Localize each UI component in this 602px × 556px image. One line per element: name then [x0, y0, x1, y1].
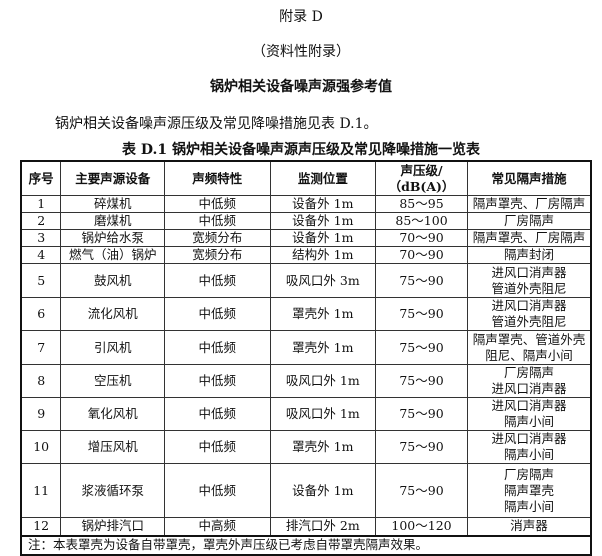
cell-measures: 进风口消声器 管道外壳阻尼	[466, 297, 592, 331]
cell-seq: 11	[20, 463, 62, 518]
appendix-heading: 附录 D	[279, 9, 323, 25]
table-header-row: 序号 主要声源设备 声频特性 监测位置 声压级/ （dB(A)） 常见隔声措施	[20, 160, 592, 196]
cell-position: 吸风口外 3m	[269, 263, 377, 298]
table-row: 1 碎煤机 中低频 设备外 1m 85～95 隔声罩壳、厂房隔声	[20, 195, 592, 213]
cell-spl: 75～90	[375, 397, 468, 431]
intro-paragraph: 锅炉相关设备噪声源压级及常见降噪措施见表 D.1。	[55, 116, 378, 132]
table-row: 4 燃气（油）锅炉 宽频分布 结构外 1m 70～90 隔声封闭	[20, 246, 592, 264]
cell-position: 设备外 1m	[269, 195, 377, 213]
cell-position: 设备外 1m	[269, 212, 377, 230]
cell-measures: 厂房隔声 进风口消声器	[466, 364, 592, 398]
cell-frequency: 宽频分布	[164, 229, 271, 247]
cell-equipment: 浆液循环泵	[60, 463, 166, 518]
cell-frequency: 宽频分布	[164, 246, 271, 264]
noise-table: 序号 主要声源设备 声频特性 监测位置 声压级/ （dB(A)） 常见隔声措施 1 碎煤机中…	[20, 160, 592, 556]
cell-frequency: 中低频	[164, 430, 271, 464]
cell-spl: 85～100	[375, 212, 468, 230]
cell-seq: 2	[20, 212, 62, 230]
cell-position: 设备外 1m	[269, 229, 377, 247]
table-row: 9 氧化风机 中低频 吸风口外 1m 75～90 进风口消声器 隔声小间	[20, 397, 592, 431]
header-frequency: 声频特性	[164, 160, 271, 196]
cell-seq: 6	[20, 297, 62, 331]
cell-spl: 75～90	[375, 364, 468, 398]
table-row: 6 流化风机 中低频 罩壳外 1m 75～90 进风口消声器 管道外壳阻尼	[20, 297, 592, 331]
cell-position: 吸风口外 1m	[269, 364, 377, 398]
cell-seq: 10	[20, 430, 62, 464]
cell-equipment: 空压机	[60, 364, 166, 398]
appendix-nature: （资料性附录）	[252, 44, 350, 60]
cell-spl: 85～95	[375, 195, 468, 213]
cell-seq: 12	[20, 517, 62, 536]
cell-equipment: 锅炉排汽口	[60, 517, 166, 536]
cell-position: 罩壳外 1m	[269, 330, 377, 365]
cell-measures: 隔声封闭	[466, 246, 592, 264]
cell-frequency: 中低频	[164, 330, 271, 365]
cell-equipment: 燃气（油）锅炉	[60, 246, 166, 264]
cell-frequency: 中低频	[164, 463, 271, 518]
table-row: 5 鼓风机 中低频 吸风口外 3m 75～90 进风口消声器 管道外壳阻尼	[20, 263, 592, 298]
cell-measures: 进风口消声器 隔声小间	[466, 430, 592, 464]
cell-measures: 厂房隔声 隔声罩壳 隔声小间	[466, 463, 592, 518]
header-seq: 序号	[20, 160, 62, 196]
cell-position: 吸风口外 1m	[269, 397, 377, 431]
cell-spl: 75～90	[375, 430, 468, 464]
table-row: 12 锅炉排汽口 中高频 排汽口外 2m 100～120 消声器	[20, 517, 592, 536]
table-row: 7 引风机 中低频 罩壳外 1m 75～90 隔声罩壳、管道外壳 阻尼、隔声小间	[20, 330, 592, 365]
cell-measures: 厂房隔声	[466, 212, 592, 230]
cell-equipment: 碎煤机	[60, 195, 166, 213]
cell-frequency: 中低频	[164, 397, 271, 431]
cell-position: 罩壳外 1m	[269, 430, 377, 464]
cell-equipment: 锅炉给水泵	[60, 229, 166, 247]
table-row: 10 增压风机 中低频 罩壳外 1m 75～90 进风口消声器 隔声小间	[20, 430, 592, 464]
cell-spl: 75～90	[375, 297, 468, 331]
header-spl: 声压级/ （dB(A)）	[375, 160, 468, 196]
cell-position: 罩壳外 1m	[269, 297, 377, 331]
cell-seq: 8	[20, 364, 62, 398]
cell-measures: 进风口消声器 管道外壳阻尼	[466, 263, 592, 298]
table-row: 11 浆液循环泵 中低频 设备外 1m 75～90 厂房隔声 隔声罩壳 隔声小间	[20, 463, 592, 518]
cell-equipment: 磨煤机	[60, 212, 166, 230]
cell-equipment: 流化风机	[60, 297, 166, 331]
table-note: 注：本表罩壳为设备自带罩壳，罩壳外声压级已考虑自带罩壳隔声效果。	[20, 534, 592, 555]
cell-equipment: 氧化风机	[60, 397, 166, 431]
cell-spl: 75～90	[375, 463, 468, 518]
header-equipment: 主要声源设备	[60, 160, 166, 196]
cell-seq: 9	[20, 397, 62, 431]
cell-frequency: 中低频	[164, 195, 271, 213]
table-row: 8 空压机 中低频 吸风口外 1m 75～90 厂房隔声 进风口消声器	[20, 364, 592, 398]
cell-seq: 4	[20, 246, 62, 264]
cell-position: 设备外 1m	[269, 463, 377, 518]
cell-frequency: 中低频	[164, 364, 271, 398]
table-row: 3 锅炉给水泵 宽频分布 设备外 1m 70～90 隔声罩壳、厂房隔声	[20, 229, 592, 247]
cell-spl: 70～90	[375, 229, 468, 247]
cell-spl: 75～90	[375, 330, 468, 365]
cell-measures: 进风口消声器 隔声小间	[466, 397, 592, 431]
cell-seq: 5	[20, 263, 62, 298]
cell-position: 排汽口外 2m	[269, 517, 377, 536]
header-position: 监测位置	[269, 160, 377, 196]
cell-seq: 7	[20, 330, 62, 365]
cell-frequency: 中低频	[164, 212, 271, 230]
cell-position: 结构外 1m	[269, 246, 377, 264]
table-caption: 表 D.1 锅炉相关设备噪声源声压级及常见降噪措施一览表	[121, 142, 480, 158]
cell-frequency: 中低频	[164, 263, 271, 298]
table-row: 2 磨煤机 中低频 设备外 1m 85～100 厂房隔声	[20, 212, 592, 230]
cell-spl: 75～90	[375, 263, 468, 298]
cell-equipment: 鼓风机	[60, 263, 166, 298]
header-measures: 常见隔声措施	[466, 160, 592, 196]
cell-measures: 隔声罩壳、厂房隔声	[466, 229, 592, 247]
cell-measures: 隔声罩壳、管道外壳 阻尼、隔声小间	[466, 330, 592, 365]
cell-frequency: 中低频	[164, 297, 271, 331]
cell-frequency: 中高频	[164, 517, 271, 536]
cell-spl: 70～90	[375, 246, 468, 264]
cell-spl: 100～120	[375, 517, 468, 536]
cell-equipment: 引风机	[60, 330, 166, 365]
cell-measures: 隔声罩壳、厂房隔声	[466, 195, 592, 213]
cell-equipment: 增压风机	[60, 430, 166, 464]
cell-seq: 3	[20, 229, 62, 247]
section-title: 锅炉相关设备噪声源强参考值	[210, 79, 392, 95]
cell-seq: 1	[20, 195, 62, 213]
cell-measures: 消声器	[466, 517, 592, 536]
